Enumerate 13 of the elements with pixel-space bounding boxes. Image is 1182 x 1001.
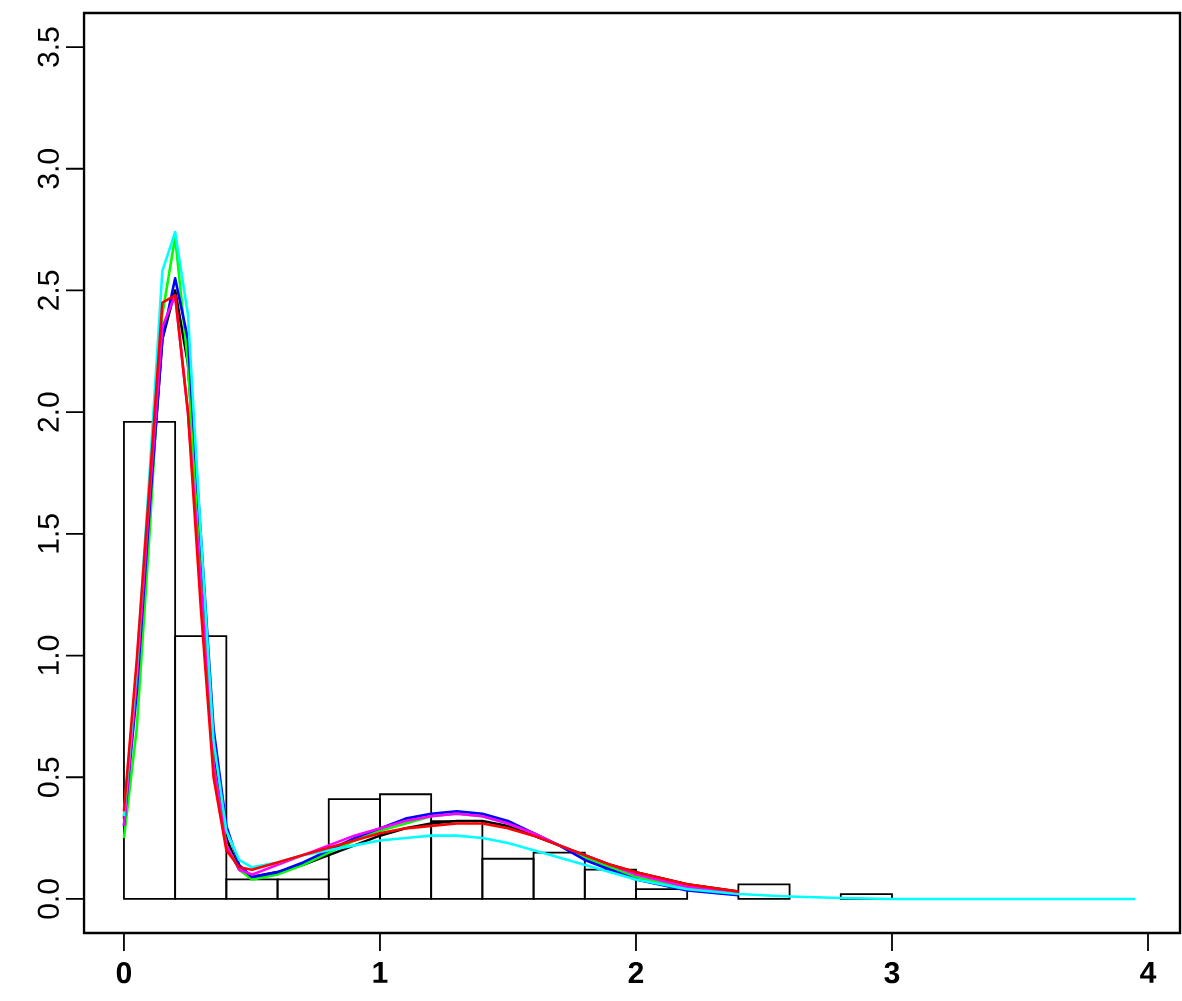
- y-tick-label: 1.5: [38, 514, 59, 553]
- x-tick-label: 4: [1140, 962, 1157, 983]
- x-tick-label: 2: [628, 962, 644, 984]
- y-tick-label: 2.5: [37, 270, 59, 310]
- x-tick-label: 1: [373, 962, 388, 983]
- y-tick-label: 2.0: [37, 392, 59, 432]
- x-tick-label: 3: [884, 962, 900, 984]
- x-tick-label: 0: [116, 962, 132, 984]
- y-tick-label: 0.5: [37, 757, 59, 797]
- y-tick-label: 1.0: [37, 635, 59, 675]
- y-tick-label: 3.5: [37, 27, 59, 67]
- y-tick-label: 3.0: [37, 149, 59, 189]
- y-tick-label: 0.0: [37, 879, 59, 919]
